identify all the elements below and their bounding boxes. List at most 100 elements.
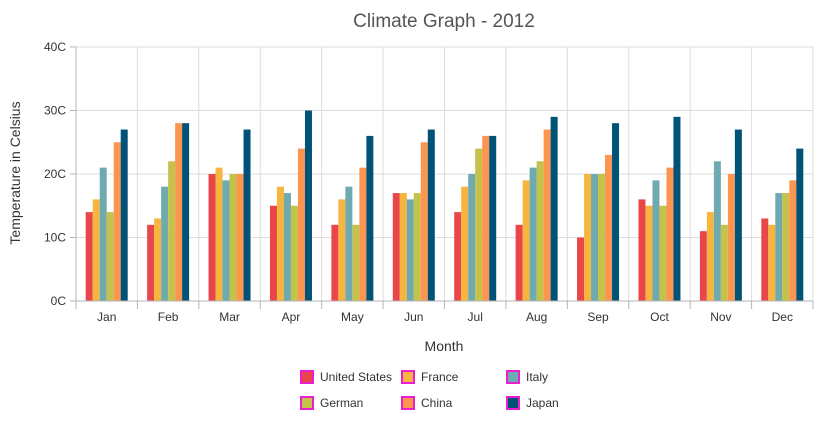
bar-italy-mar[interactable] <box>222 180 230 301</box>
chart-legend: United States France Italy German China Japan <box>300 370 600 410</box>
y-tick-label: 40C <box>44 40 66 54</box>
bar-united-states-nov[interactable] <box>699 231 707 301</box>
x-tick-label: Nov <box>710 310 731 324</box>
bar-france-dec[interactable] <box>768 224 776 301</box>
bar-china-jul[interactable] <box>482 135 490 301</box>
bar-japan-aug[interactable] <box>550 116 558 301</box>
bar-united-states-may[interactable] <box>331 224 339 301</box>
bar-china-may[interactable] <box>359 167 367 301</box>
bar-german-jul[interactable] <box>475 148 483 301</box>
bar-german-jan[interactable] <box>106 212 114 301</box>
bar-italy-jul[interactable] <box>468 174 476 301</box>
bar-china-apr[interactable] <box>297 148 305 301</box>
y-tick-label: 30C <box>44 104 66 118</box>
bar-china-dec[interactable] <box>789 180 797 301</box>
bar-france-jul[interactable] <box>461 186 469 301</box>
bar-german-dec[interactable] <box>782 193 790 301</box>
legend-item-japan[interactable]: Japan <box>506 396 600 410</box>
x-tick-label: Jul <box>468 310 483 324</box>
bar-german-nov[interactable] <box>720 224 728 301</box>
bar-france-nov[interactable] <box>706 212 714 301</box>
bar-italy-nov[interactable] <box>713 161 721 301</box>
bar-german-aug[interactable] <box>536 161 544 301</box>
bar-china-oct[interactable] <box>666 167 674 301</box>
legend-swatch <box>401 396 415 410</box>
bar-united-states-jan[interactable] <box>85 212 93 301</box>
bar-japan-apr[interactable] <box>304 110 312 302</box>
bar-italy-jun[interactable] <box>406 199 414 301</box>
x-tick-label: Oct <box>650 310 669 324</box>
bar-united-states-dec[interactable] <box>761 218 769 301</box>
bar-japan-feb[interactable] <box>182 123 190 301</box>
legend-item-united-states[interactable]: United States <box>300 370 401 384</box>
bar-italy-apr[interactable] <box>283 193 291 301</box>
y-tick-label: 20C <box>44 167 66 181</box>
bar-japan-mar[interactable] <box>243 129 251 301</box>
bar-united-states-aug[interactable] <box>515 224 523 301</box>
bar-france-may[interactable] <box>338 199 346 301</box>
bar-china-feb[interactable] <box>175 123 183 301</box>
bar-france-jun[interactable] <box>399 193 407 301</box>
y-tick-label: 10C <box>44 231 66 245</box>
bar-italy-sep[interactable] <box>591 174 599 301</box>
bar-china-jun[interactable] <box>420 142 428 301</box>
bar-france-feb[interactable] <box>154 218 162 301</box>
bar-german-apr[interactable] <box>290 205 298 301</box>
bar-france-oct[interactable] <box>645 205 653 301</box>
legend-swatch <box>506 396 520 410</box>
bar-japan-nov[interactable] <box>734 129 742 301</box>
bar-italy-feb[interactable] <box>161 186 169 301</box>
bar-german-feb[interactable] <box>168 161 176 301</box>
bar-united-states-apr[interactable] <box>269 205 277 301</box>
legend-label: Japan <box>526 396 559 410</box>
legend-item-china[interactable]: China <box>401 396 506 410</box>
bar-france-aug[interactable] <box>522 180 530 301</box>
bar-france-mar[interactable] <box>215 167 223 301</box>
bar-german-mar[interactable] <box>229 174 237 301</box>
bar-france-jan[interactable] <box>92 199 100 301</box>
x-tick-label: Mar <box>219 310 240 324</box>
bar-italy-dec[interactable] <box>775 193 783 301</box>
bar-japan-oct[interactable] <box>673 116 681 301</box>
bar-china-mar[interactable] <box>236 174 244 301</box>
x-tick-label: Aug <box>526 310 547 324</box>
legend-swatch <box>300 370 314 384</box>
bar-china-sep[interactable] <box>605 154 613 301</box>
bar-german-sep[interactable] <box>598 174 606 301</box>
bar-united-states-jun[interactable] <box>392 193 400 301</box>
legend-label: China <box>421 396 453 410</box>
legend-label: German <box>320 396 364 410</box>
bar-japan-sep[interactable] <box>612 123 620 301</box>
x-tick-label: Apr <box>282 310 301 324</box>
bar-china-jan[interactable] <box>113 142 121 301</box>
bar-italy-may[interactable] <box>345 186 353 301</box>
bar-united-states-feb[interactable] <box>147 224 155 301</box>
bar-german-may[interactable] <box>352 224 360 301</box>
bar-china-nov[interactable] <box>727 174 735 301</box>
bar-united-states-jul[interactable] <box>454 212 462 301</box>
bar-japan-dec[interactable] <box>796 148 804 301</box>
legend-swatch <box>401 370 415 384</box>
bar-united-states-sep[interactable] <box>577 237 585 302</box>
bar-japan-may[interactable] <box>366 135 374 301</box>
y-axis-title: Temperature in Celsius <box>7 101 23 244</box>
legend-item-france[interactable]: France <box>401 370 506 384</box>
bar-china-aug[interactable] <box>543 129 551 301</box>
bar-united-states-oct[interactable] <box>638 199 646 301</box>
bar-german-jun[interactable] <box>413 193 421 301</box>
legend-item-german[interactable]: German <box>300 396 401 410</box>
bar-italy-oct[interactable] <box>652 180 660 301</box>
bar-japan-jul[interactable] <box>489 135 497 301</box>
bar-german-oct[interactable] <box>659 205 667 301</box>
bar-japan-jan[interactable] <box>120 129 128 301</box>
bar-italy-jan[interactable] <box>99 167 107 301</box>
bar-france-sep[interactable] <box>584 174 592 301</box>
x-tick-label: Jan <box>97 310 116 324</box>
bar-japan-jun[interactable] <box>427 129 435 301</box>
bar-france-apr[interactable] <box>276 186 284 301</box>
bar-united-states-mar[interactable] <box>208 174 216 301</box>
legend-label: France <box>421 370 459 384</box>
legend-item-italy[interactable]: Italy <box>506 370 600 384</box>
bar-italy-aug[interactable] <box>529 167 537 301</box>
y-tick-label: 0C <box>51 294 67 308</box>
